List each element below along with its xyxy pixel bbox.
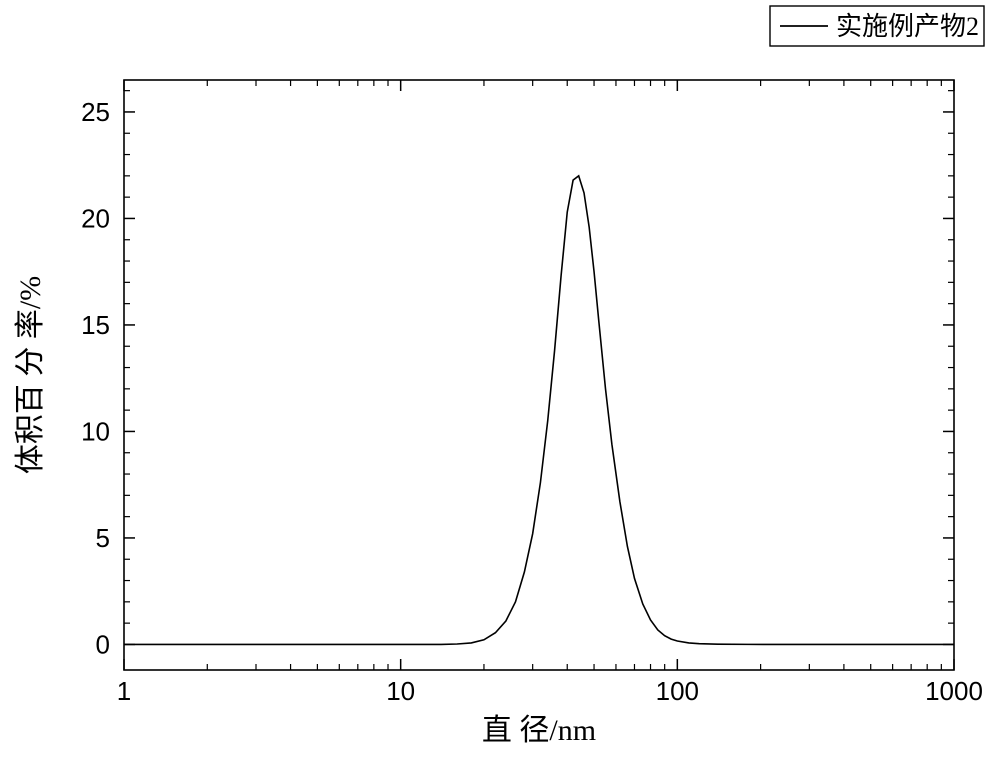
chart-container: { "chart": { "type": "line", "background…	[0, 0, 1000, 775]
y-axis-label: 体积百 分 率/%	[14, 276, 47, 474]
svg-text:100: 100	[656, 676, 699, 706]
svg-text:20: 20	[81, 203, 110, 233]
chart-svg: 1 10 100 1000 0 5 10 15 20 25 直 径/nm 体积百 分 率/% 实施例产物…	[0, 0, 1000, 775]
svg-text:10: 10	[386, 676, 415, 706]
svg-text:15: 15	[81, 310, 110, 340]
x-axis-label: 直 径/nm	[482, 714, 596, 747]
svg-text:0: 0	[96, 629, 110, 659]
svg-text:1: 1	[117, 676, 131, 706]
svg-text:25: 25	[81, 97, 110, 127]
svg-text:10: 10	[81, 416, 110, 446]
svg-text:5: 5	[96, 523, 110, 553]
svg-text:1000: 1000	[925, 676, 983, 706]
legend-label: 实施例产物2	[836, 12, 979, 41]
